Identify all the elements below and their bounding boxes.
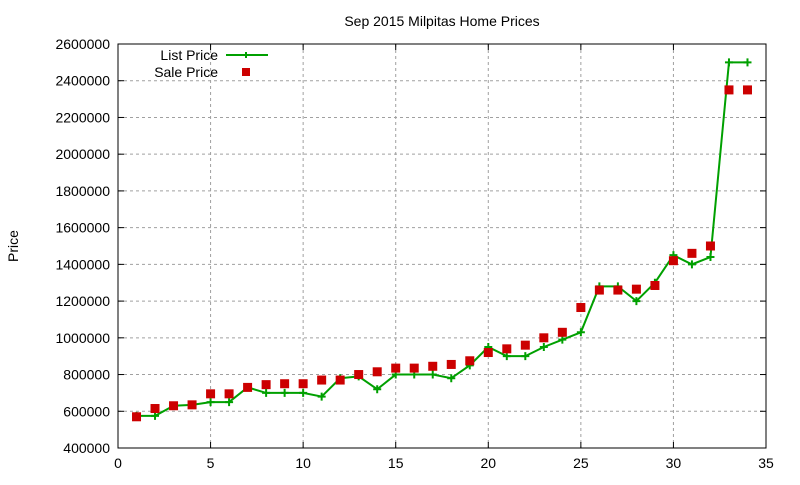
list-price-point: [539, 343, 548, 351]
x-tick-label: 15: [388, 455, 404, 471]
list-price-point: [262, 388, 271, 397]
list-price-point: [206, 398, 215, 407]
list-price-point: [299, 388, 308, 397]
grid: [118, 44, 766, 448]
list-price-point: [576, 328, 585, 337]
y-tick-label: 2400000: [55, 73, 110, 89]
list-price-point: [632, 297, 641, 306]
sale-price-point: [317, 375, 327, 385]
sale-price-point: [409, 363, 419, 373]
sale-price-point: [557, 327, 567, 337]
sale-price-point: [280, 379, 290, 389]
sale-price-point: [187, 400, 197, 410]
list-price-point: [447, 374, 456, 383]
chart-title: Sep 2015 Milpitas Home Prices: [344, 13, 539, 29]
list-price-point: [706, 253, 715, 262]
list-price-point: [743, 58, 752, 67]
sale-price-point: [354, 370, 364, 380]
x-tick-label: 35: [758, 455, 774, 471]
sale-price-point: [428, 361, 438, 371]
sale-price-point: [224, 389, 234, 399]
sale-price-point: [243, 382, 253, 392]
x-tick-label: 5: [207, 455, 215, 471]
sale-price-point: [483, 348, 493, 358]
sale-price-point: [705, 241, 715, 251]
y-tick-label: 2000000: [55, 146, 110, 162]
legend-marker-list-price: [243, 52, 249, 58]
sale-price-point: [446, 359, 456, 369]
list-price-point: [558, 335, 567, 344]
legend-label-list-price: List Price: [160, 47, 218, 63]
y-tick-label: 1400000: [55, 256, 110, 272]
axis-ticks: 0 5 10 15 20 25 30 35 400000 600000 800000 1000000 1…: [55, 36, 774, 471]
list-price-point: [724, 58, 733, 67]
list-price-point: [428, 370, 437, 379]
list-price-point: [317, 392, 326, 401]
x-tick-label: 0: [114, 455, 122, 471]
sale-price-point: [576, 303, 586, 313]
y-tick-label: 2600000: [55, 36, 110, 52]
sale-price-point: [594, 285, 604, 295]
sale-price-point: [372, 367, 382, 377]
sale-price-point: [335, 375, 345, 385]
series-layer: [132, 58, 752, 422]
sale-price-point: [650, 280, 660, 290]
list-price-line: [136, 61, 748, 417]
list-price-point: [687, 260, 696, 269]
sale-price-point: [150, 404, 160, 414]
list-price-point: [373, 385, 382, 394]
sale-price-point: [391, 363, 401, 373]
list-price-point: [151, 411, 160, 420]
legend-label-sale-price: Sale Price: [154, 64, 218, 80]
y-tick-label: 1600000: [55, 220, 110, 236]
y-tick-label: 1200000: [55, 293, 110, 309]
list-price-point: [502, 352, 511, 361]
sale-price-point: [539, 333, 549, 343]
y-tick-label: 1000000: [55, 330, 110, 346]
x-tick-label: 20: [480, 455, 496, 471]
x-tick-label: 10: [295, 455, 311, 471]
sale-price-point: [613, 285, 623, 295]
x-tick-label: 25: [573, 455, 589, 471]
legend-marker-sale-price: [242, 68, 250, 76]
list-price-point: [280, 388, 289, 397]
sale-price-point: [668, 256, 678, 266]
plot-frame: [117, 43, 767, 449]
sale-price-point: [169, 401, 179, 411]
y-tick-label: 400000: [63, 440, 110, 456]
sale-price-point: [724, 85, 734, 95]
sale-price-point: [631, 284, 641, 294]
list-price-point: [521, 352, 530, 361]
sale-price-point: [132, 412, 142, 422]
y-tick-label: 800000: [63, 367, 110, 383]
sale-price-point: [520, 340, 530, 350]
legend: List Price Sale Price: [154, 47, 268, 80]
sale-price-point: [502, 344, 512, 354]
sale-price-point: [298, 379, 308, 389]
sale-price-point: [206, 389, 216, 399]
sale-price-point: [465, 356, 475, 366]
y-tick-label: 600000: [63, 403, 110, 419]
y-tick-label: 1800000: [55, 183, 110, 199]
y-tick-label: 2200000: [55, 109, 110, 125]
x-tick-label: 30: [666, 455, 682, 471]
sale-price-point: [687, 248, 697, 258]
sale-price-point: [742, 85, 752, 95]
sale-price-point: [261, 380, 271, 390]
y-axis-label: Price: [5, 230, 21, 262]
list-price-point: [225, 398, 234, 407]
